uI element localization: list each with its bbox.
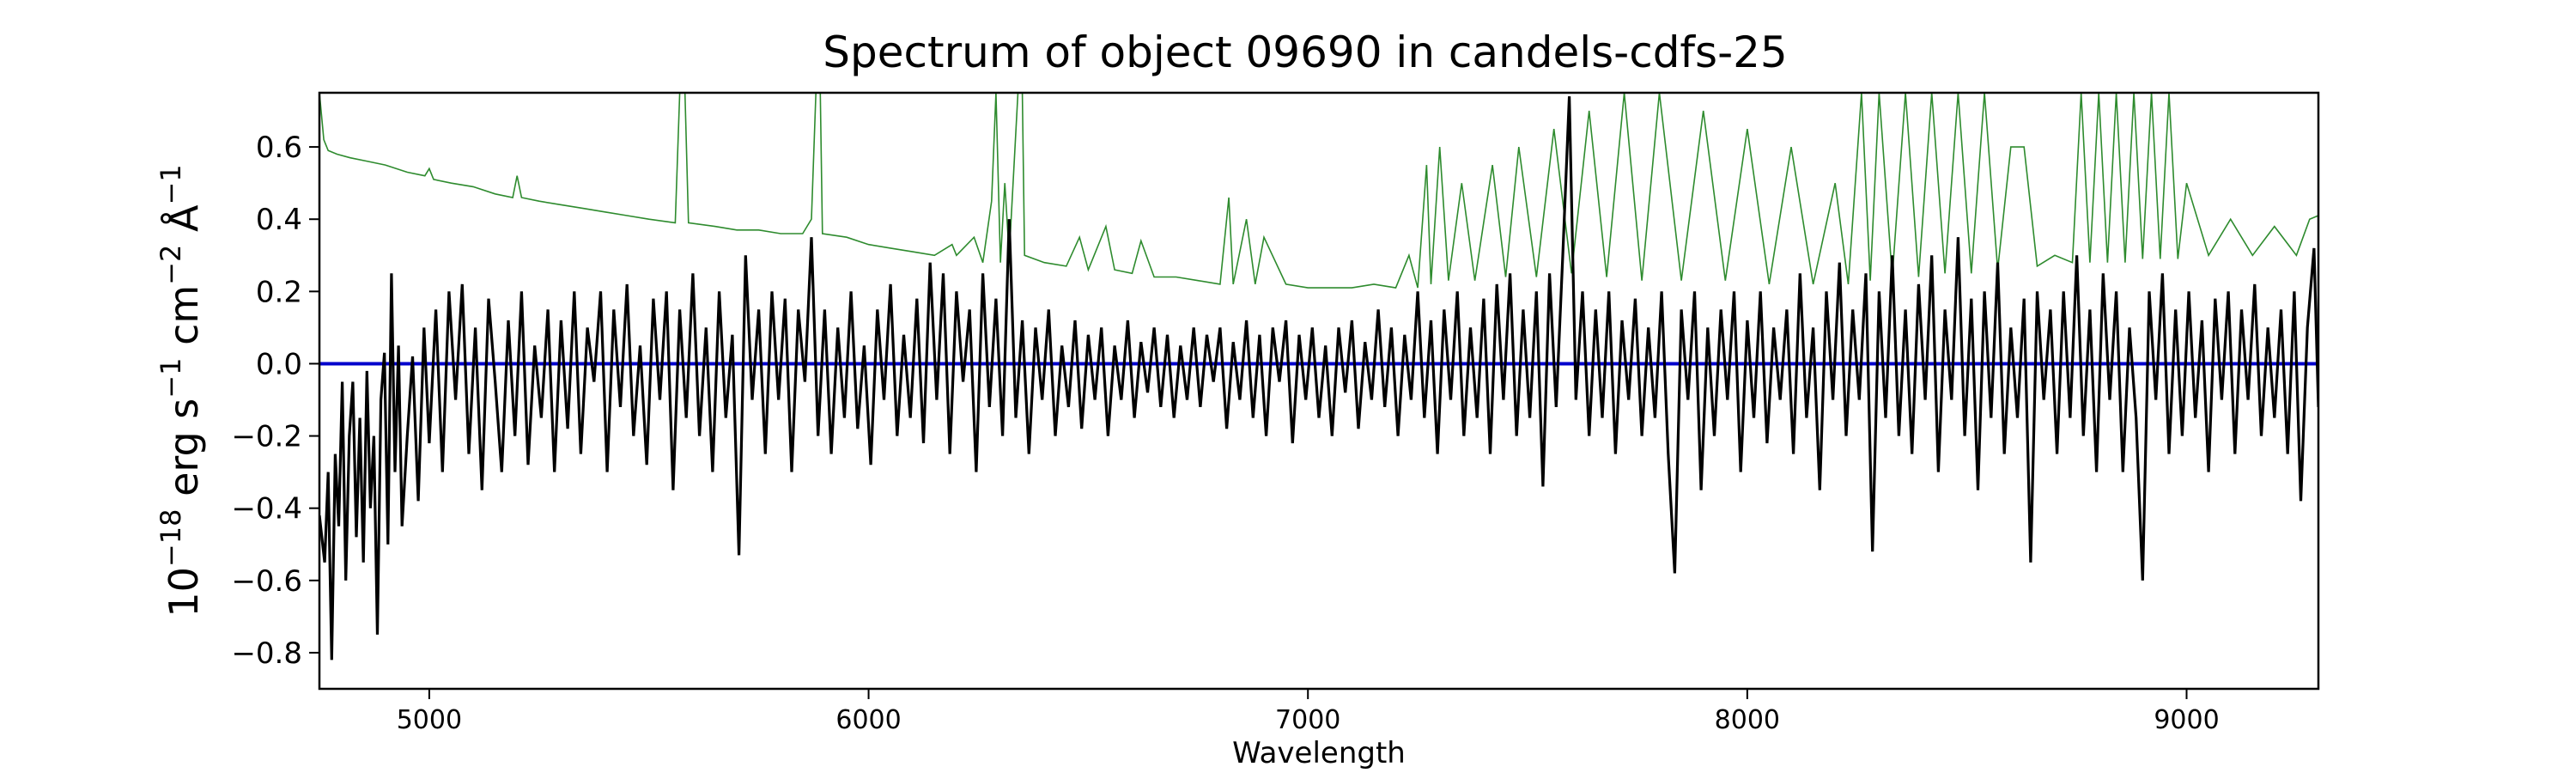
x-tick-label: 6000: [835, 705, 901, 735]
error-spectrum-line: [319, 93, 2318, 289]
y-tick-label: 0.2: [256, 275, 302, 309]
flux-spectrum-line: [319, 96, 2318, 660]
y-tick-label: −0.2: [231, 420, 302, 454]
plot-area: [318, 91, 2320, 691]
x-tick-label: 9000: [2154, 705, 2219, 735]
chart-title: Spectrum of object 09690 in candels-cdfs…: [823, 27, 1788, 77]
y-tick-label: −0.4: [231, 492, 302, 526]
y-tick-label: 0.4: [256, 203, 302, 237]
x-tick-label: 8000: [1715, 705, 1780, 735]
y-tick-label: 0.0: [256, 347, 302, 381]
y-tick-label: −0.8: [231, 636, 302, 671]
plot-frame: [318, 91, 2320, 691]
y-axis-ticks: −0.8 −0.6 −0.4 −0.2 0.0 0.2 0.4 0.6: [231, 131, 319, 671]
x-tick-label: 5000: [397, 705, 462, 735]
y-axis-label: 10−18 erg s−1 cm−2 Å−1: [155, 164, 207, 617]
y-tick-label: 0.6: [256, 131, 302, 165]
x-axis-label: Wavelength: [1232, 736, 1406, 770]
y-tick-label: −0.6: [231, 564, 302, 599]
x-tick-label: 7000: [1275, 705, 1340, 735]
x-axis-ticks: 5000 6000 7000 8000 9000: [397, 689, 2220, 735]
